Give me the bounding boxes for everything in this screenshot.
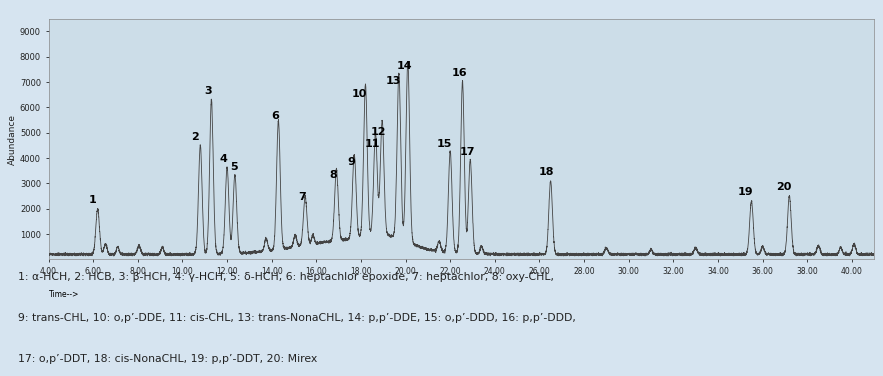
Text: 18: 18 xyxy=(539,167,554,177)
Text: 9: 9 xyxy=(347,157,355,167)
Text: 3: 3 xyxy=(204,86,212,96)
Text: 16: 16 xyxy=(451,68,467,78)
Text: 14: 14 xyxy=(396,61,412,71)
Text: 10: 10 xyxy=(352,89,367,99)
Text: 17: o,p’-DDT, 18: cis-NonaCHL, 19: p,p’-DDT, 20: Mirex: 17: o,p’-DDT, 18: cis-NonaCHL, 19: p,p’-… xyxy=(18,354,317,364)
Text: 4: 4 xyxy=(220,155,228,164)
Text: 2: 2 xyxy=(191,132,199,142)
Text: 12: 12 xyxy=(371,127,387,136)
Text: 11: 11 xyxy=(365,139,380,149)
Text: 9: trans-CHL, 10: o,p’-DDE, 11: cis-CHL, 13: trans-NonaCHL, 14: p,p’-DDE, 15: o,: 9: trans-CHL, 10: o,p’-DDE, 11: cis-CHL,… xyxy=(18,313,576,323)
Text: 13: 13 xyxy=(386,76,401,86)
Text: Time-->: Time--> xyxy=(49,290,79,299)
Text: 8: 8 xyxy=(329,170,337,180)
Y-axis label: Abundance: Abundance xyxy=(8,114,17,165)
Text: 15: 15 xyxy=(437,139,452,149)
Text: 1: 1 xyxy=(88,195,96,205)
Text: 19: 19 xyxy=(738,187,754,197)
Text: 6: 6 xyxy=(271,111,279,121)
Text: 20: 20 xyxy=(776,182,791,192)
Text: 5: 5 xyxy=(230,162,238,172)
Text: 17: 17 xyxy=(459,147,475,157)
Text: 1: α-HCH, 2: HCB, 3: β-HCH, 4: γ-HCH, 5: δ-HCH, 6: heptachlor epoxide, 7: heptac: 1: α-HCH, 2: HCB, 3: β-HCH, 4: γ-HCH, 5:… xyxy=(18,272,554,282)
Text: 7: 7 xyxy=(298,193,306,202)
